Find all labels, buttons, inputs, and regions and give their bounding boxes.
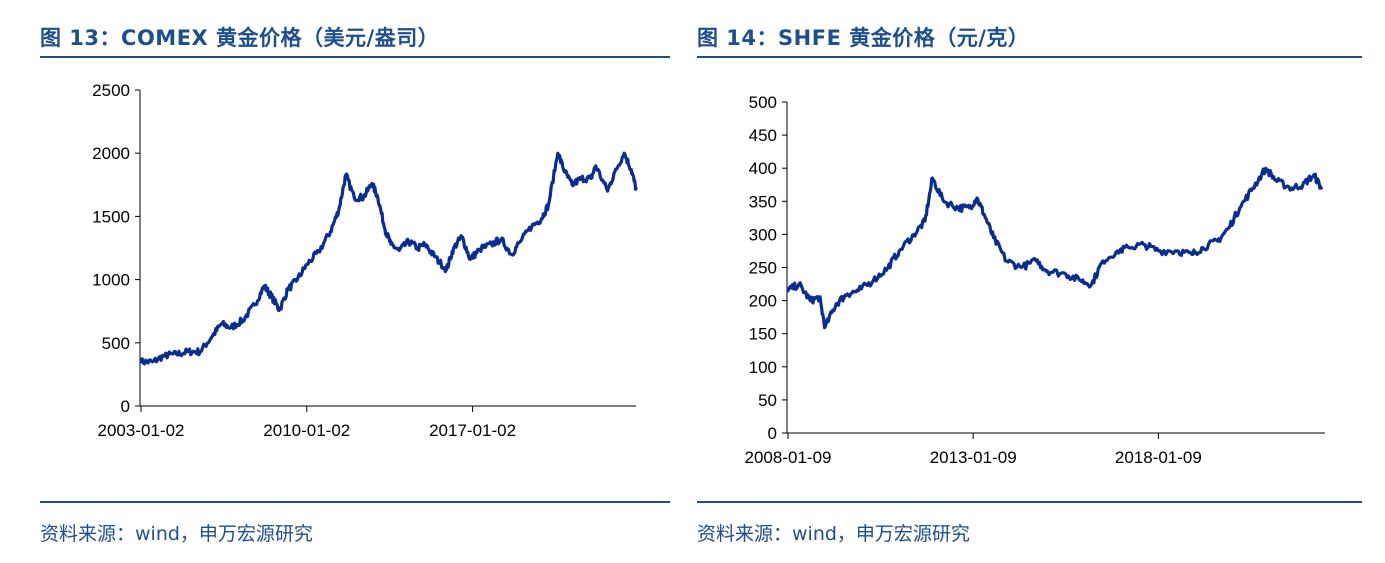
chart-title: 图 13：COMEX 黄金价格（美元/盎司）: [40, 26, 440, 50]
source-note: 资料来源：wind，申万宏源研究: [40, 523, 313, 545]
x-tick-label: 2013-01-09: [930, 448, 1017, 467]
y-tick-label: 50: [758, 391, 777, 410]
y-tick-label: 100: [749, 358, 777, 377]
y-tick-label: 250: [749, 259, 777, 278]
x-tick-label: 2018-01-09: [1115, 448, 1202, 467]
y-tick-label: 500: [749, 93, 777, 112]
y-tick-label: 300: [749, 225, 777, 244]
x-tick-label: 2003-01-02: [98, 421, 185, 440]
y-tick-label: 1000: [92, 271, 130, 290]
chart-panel-shfe: 图 14：SHFE 黄金价格（元/克） 0 50 100 150 200 250 300 35…: [697, 0, 1362, 563]
y-tick-label: 150: [749, 325, 777, 344]
y-tick-label: 1500: [92, 207, 130, 226]
y-tick-label: 400: [749, 159, 777, 178]
y-tick-label: 500: [102, 334, 130, 353]
y-tick-label: 0: [768, 424, 777, 443]
y-tick-label: 200: [749, 292, 777, 311]
title-divider: [40, 56, 670, 58]
y-tick-label: 2000: [92, 144, 130, 163]
source-divider: [697, 501, 1362, 503]
title-divider: [697, 56, 1362, 58]
y-tick-label: 350: [749, 192, 777, 211]
x-tick-label: 2017-01-02: [429, 421, 516, 440]
price-series-line: [786, 166, 1323, 330]
comex-gold-price-chart: 0 500 1000 1500 2000 2500 2003-01-02 2010-01-02…: [92, 81, 638, 440]
chart-panel-comex: 图 13：COMEX 黄金价格（美元/盎司） 0 500 1000 1500 2000 2…: [40, 0, 670, 563]
chart-title: 图 14：SHFE 黄金价格（元/克）: [697, 26, 1030, 50]
shfe-gold-price-chart: 0 50 100 150 200 250 300 350 400 450 500 2008-01-09…: [745, 93, 1325, 467]
y-tick-label: 450: [749, 126, 777, 145]
x-tick-label: 2008-01-09: [745, 448, 832, 467]
y-tick-label: 2500: [92, 81, 130, 100]
source-divider: [40, 501, 670, 503]
x-tick-label: 2010-01-02: [263, 421, 350, 440]
price-series-line: [139, 151, 638, 366]
y-tick-label: 0: [121, 397, 130, 416]
source-note: 资料来源：wind，申万宏源研究: [697, 523, 970, 545]
